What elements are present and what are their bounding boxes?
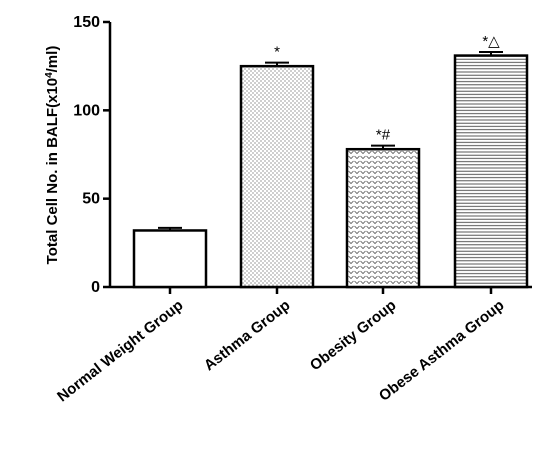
significance-label: * xyxy=(274,44,280,61)
y-axis-title: Total Cell No. in BALF(x104/ml) xyxy=(44,46,62,265)
category-label: Normal Weight Group xyxy=(54,297,186,406)
bar-3 xyxy=(345,147,421,289)
y-tick-label: 0 xyxy=(91,279,100,296)
y-axis-title-end: /ml) xyxy=(44,46,61,73)
bar-4 xyxy=(453,54,529,289)
bars xyxy=(132,51,529,289)
category-label: Obesity Group xyxy=(307,297,400,375)
bar-2 xyxy=(239,64,315,289)
y-tick-label: 50 xyxy=(82,191,100,208)
bar-1 xyxy=(132,229,208,289)
y-tick-label: 100 xyxy=(73,102,100,119)
significance-label: *△ xyxy=(482,33,500,50)
y-axis-title-exponent: 4 xyxy=(44,72,55,78)
y-axis-title-main: Total Cell No. in BALF(x10 xyxy=(44,78,61,264)
category-label: Asthma Group xyxy=(201,297,294,375)
y-tick-label: 150 xyxy=(73,14,100,31)
significance-label: *# xyxy=(376,127,391,144)
